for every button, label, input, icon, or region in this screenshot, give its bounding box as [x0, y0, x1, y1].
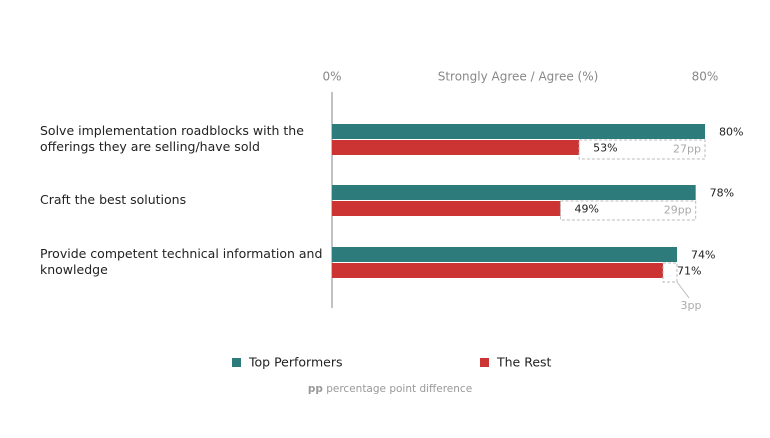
difference-box	[559, 200, 697, 221]
axis-title: Strongly Agree / Agree (%)	[438, 70, 599, 84]
bar	[332, 247, 678, 262]
value-label: 49%	[574, 203, 598, 216]
difference-label: 29pp	[664, 204, 692, 217]
value-label: 74%	[691, 249, 715, 262]
difference-box	[578, 139, 706, 160]
bar	[332, 124, 705, 139]
value-label: 78%	[710, 187, 734, 200]
value-label: 71%	[677, 265, 701, 278]
bar	[332, 201, 561, 216]
footnote-abbr: pp	[308, 383, 324, 395]
x-tick-label: 0%	[322, 70, 341, 84]
legend-label: Top Performers	[248, 355, 342, 370]
category-label: Provide competent technical information …	[40, 246, 323, 277]
difference-label: 3pp	[681, 299, 702, 312]
category-label: Craft the best solutions	[40, 192, 187, 207]
bar	[332, 263, 664, 278]
bar	[332, 185, 696, 200]
value-label: 80%	[719, 126, 743, 139]
legend-swatch	[480, 358, 489, 367]
difference-leader	[676, 281, 690, 299]
legend-swatch	[232, 358, 241, 367]
legend-label: The Rest	[496, 355, 552, 370]
category-label: Solve implementation roadblocks with the…	[40, 123, 304, 154]
footnote: pp percentage point difference	[308, 383, 472, 395]
value-label: 53%	[593, 142, 617, 155]
difference-box	[662, 262, 678, 283]
x-tick-label: 80%	[692, 70, 719, 84]
footnote-text: percentage point difference	[326, 383, 472, 395]
difference-label: 27pp	[673, 143, 701, 156]
bar	[332, 140, 580, 155]
